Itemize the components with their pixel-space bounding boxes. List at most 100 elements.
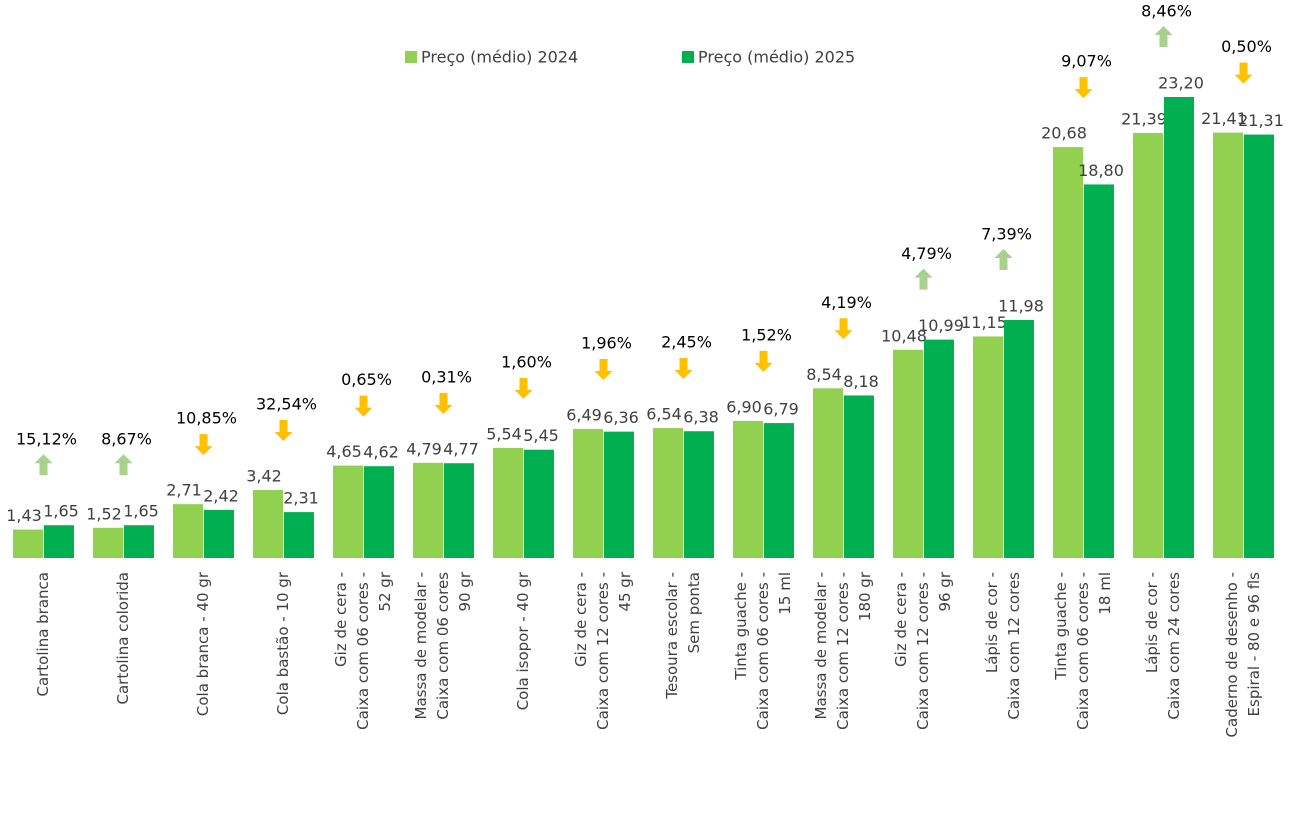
value-label: 6,38: [683, 408, 719, 427]
arrow-down: [1234, 62, 1253, 84]
bar: [13, 529, 43, 558]
bar: [1053, 147, 1083, 559]
arrow-down: [354, 395, 373, 417]
arrow-down: [194, 434, 213, 456]
bar: [364, 466, 394, 558]
bar: [413, 462, 443, 558]
category-label: 96 gr: [936, 571, 954, 611]
percent-label: 1,52%: [741, 325, 792, 344]
category-label: 52 gr: [376, 571, 394, 611]
category-label: Tinta guache -: [1052, 572, 1070, 681]
bar: [764, 423, 794, 558]
bar: [93, 527, 123, 558]
bar: [524, 449, 554, 558]
category-label: Giz de cera -: [572, 572, 590, 667]
arrow-down: [434, 392, 453, 414]
category-label: Cartolina branca: [34, 572, 52, 697]
bar: [653, 428, 683, 558]
value-label: 21,31: [1238, 111, 1284, 130]
value-label: 11,15: [961, 313, 1007, 332]
bar: [1133, 132, 1163, 558]
bar: [124, 525, 154, 558]
category-label: Caixa com 12 cores -: [834, 572, 852, 730]
percent-label: 0,31%: [421, 367, 472, 386]
category-label: Massa de modelar -: [812, 572, 830, 720]
bar: [1084, 184, 1114, 558]
category-label: 180 gr: [856, 571, 874, 621]
value-label: 8,18: [843, 372, 879, 391]
percent-label: 9,07%: [1061, 52, 1112, 71]
percent-label: 32,54%: [256, 395, 317, 414]
percent-label: 15,12%: [16, 430, 77, 449]
bar: [733, 420, 763, 558]
legend-label: Preço (médio) 2025: [698, 48, 855, 67]
value-label: 21,39: [1121, 109, 1167, 128]
legend-label: Preço (médio) 2024: [421, 48, 578, 67]
value-label: 2,42: [203, 486, 239, 505]
category-label: 18 ml: [1096, 572, 1114, 615]
category-label: 15 ml: [776, 572, 794, 615]
bar: [493, 447, 523, 558]
bar: [924, 339, 954, 558]
percent-label: 1,60%: [501, 352, 552, 371]
arrow-down: [674, 358, 693, 380]
arrow-up: [114, 454, 133, 476]
category-label: Espiral - 80 e 96 fls: [1245, 572, 1263, 717]
percent-label: 8,46%: [1141, 2, 1192, 21]
value-label: 5,54: [486, 424, 522, 443]
bar: [1244, 134, 1274, 558]
category-label: Caderno de desenho -: [1223, 572, 1241, 737]
arrow-down: [594, 359, 613, 381]
category-label: Tinta guache -: [732, 572, 750, 681]
percent-label: 10,85%: [176, 409, 237, 428]
percent-label: 0,65%: [341, 370, 392, 389]
bar: [444, 463, 474, 558]
arrow-down: [834, 318, 853, 340]
value-label: 21,41: [1201, 109, 1247, 128]
bar: [893, 349, 923, 558]
category-label: Caixa com 06 cores: [434, 572, 452, 720]
category-label: Cola branca - 40 gr: [194, 571, 212, 716]
category-label: Lápis de cor -: [983, 572, 1001, 673]
legend-swatch: [405, 51, 417, 63]
value-label: 10,99: [918, 316, 964, 335]
value-label: 1,65: [43, 502, 79, 521]
bar: [573, 429, 603, 558]
arrow-down: [1074, 77, 1093, 99]
legend-swatch: [682, 51, 694, 63]
value-label: 4,79: [406, 439, 442, 458]
arrow-up: [994, 248, 1013, 270]
value-label: 20,68: [1041, 124, 1087, 143]
category-label: Caixa com 12 cores -: [594, 572, 612, 730]
bar: [684, 431, 714, 558]
value-label: 11,98: [998, 296, 1044, 315]
category-label: Caixa com 12 cores -: [914, 572, 932, 730]
category-label: Giz de cera -: [892, 572, 910, 667]
value-label: 5,45: [523, 426, 559, 445]
category-label: Caixa com 06 cores -: [354, 572, 372, 730]
category-label: Massa de modelar -: [412, 572, 430, 720]
bar: [44, 525, 74, 558]
percent-label: 1,96%: [581, 334, 632, 353]
value-label: 3,42: [246, 467, 282, 486]
bar: [1004, 319, 1034, 558]
arrow-up: [34, 454, 53, 476]
value-label: 23,20: [1158, 74, 1204, 93]
category-label: 90 gr: [456, 571, 474, 611]
bar: [284, 512, 314, 558]
value-label: 1,65: [123, 502, 159, 521]
percent-label: 2,45%: [661, 333, 712, 352]
value-label: 4,77: [443, 440, 479, 459]
category-label: Caixa com 12 cores: [1005, 572, 1023, 720]
value-label: 4,65: [326, 442, 362, 461]
percent-label: 0,50%: [1221, 37, 1272, 56]
bar: [1213, 132, 1243, 558]
value-label: 2,71: [166, 481, 202, 500]
bar: [813, 388, 843, 558]
category-label: Caixa com 24 cores: [1165, 572, 1183, 720]
bar: [604, 431, 634, 558]
category-label: Cola isopor - 40 gr: [514, 571, 532, 710]
category-label: Tesoura escolar -: [663, 572, 681, 700]
bar: [253, 490, 283, 558]
